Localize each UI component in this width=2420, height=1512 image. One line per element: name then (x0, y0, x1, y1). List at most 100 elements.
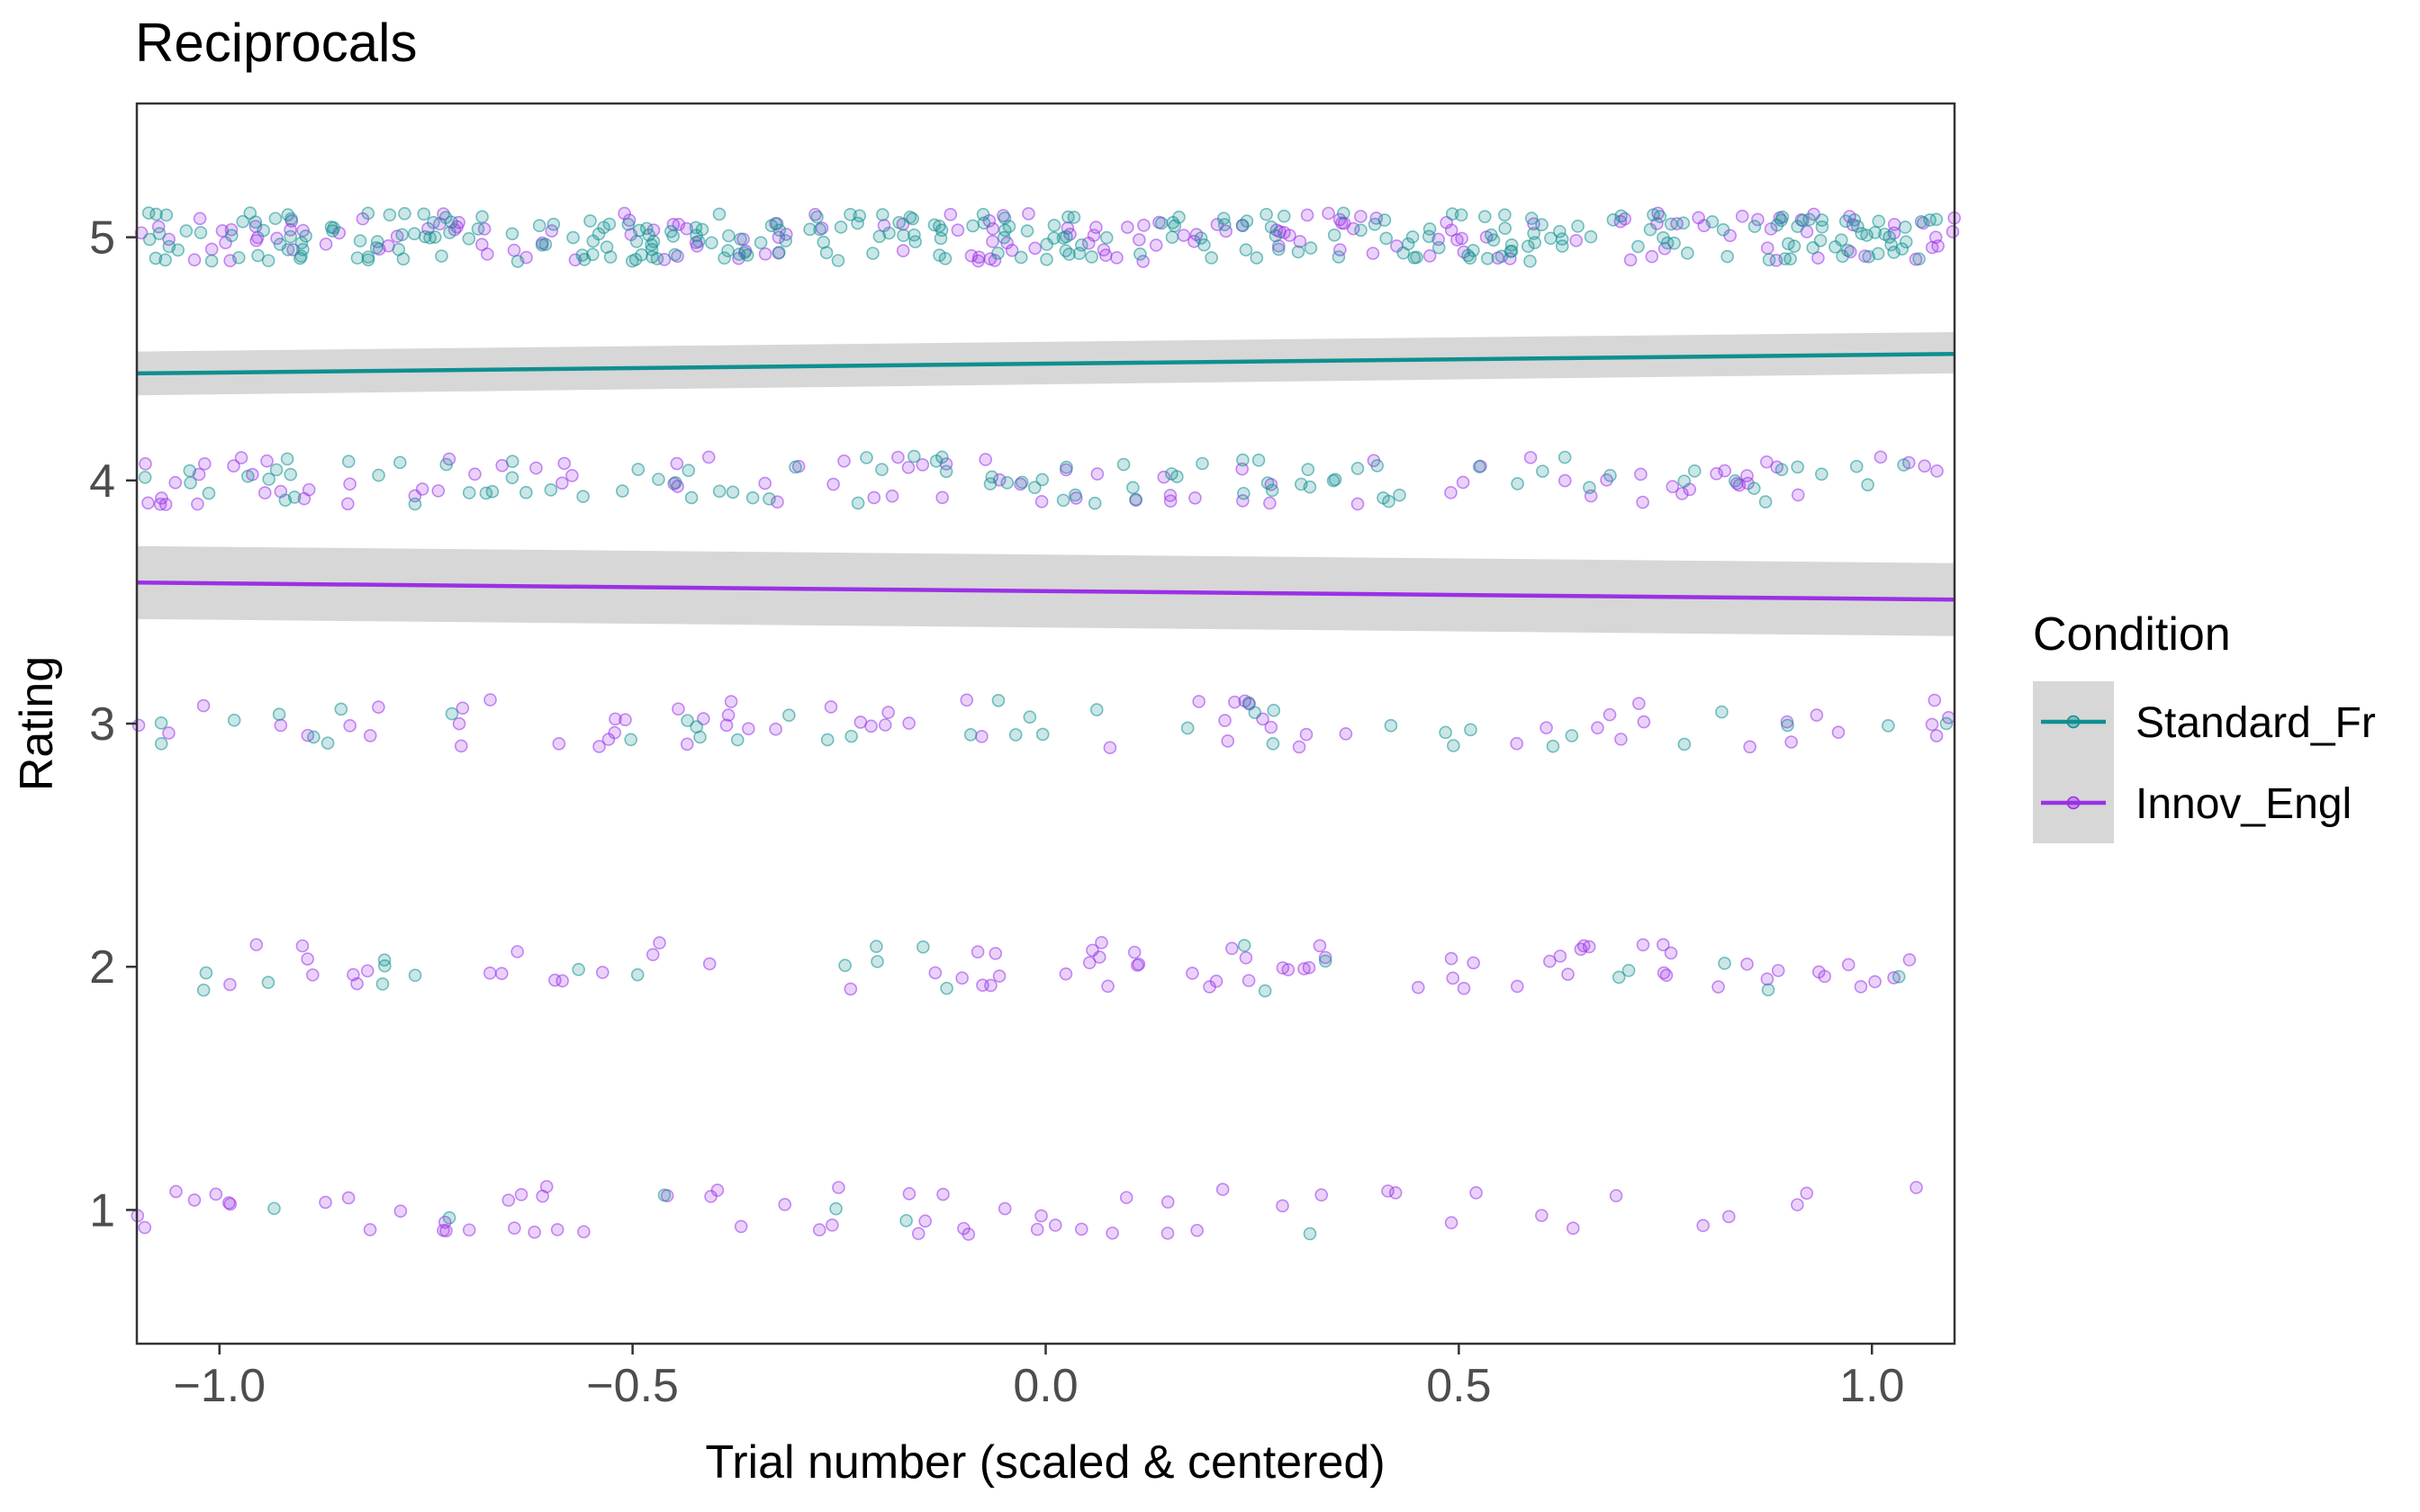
point-Standard_Fr (1196, 456, 1209, 471)
point-Standard_Fr (1524, 212, 1539, 225)
point-Standard_Fr (668, 248, 682, 262)
point-Standard_Fr (445, 706, 459, 721)
trend-line-Innov_Engl (136, 580, 1955, 602)
point-Innov_Engl (1276, 961, 1290, 975)
point-Innov_Engl (1675, 487, 1689, 500)
point-Innov_Engl (824, 700, 838, 714)
point-Innov_Engl (550, 1222, 564, 1237)
point-Innov_Engl (853, 716, 868, 729)
point-Standard_Fr (262, 472, 275, 486)
point-Standard_Fr (1023, 710, 1037, 724)
point-Standard_Fr (820, 733, 835, 747)
point-Standard_Fr (1897, 458, 1910, 472)
point-Innov_Engl (1381, 1184, 1395, 1198)
point-Standard_Fr (1239, 243, 1253, 256)
point-Innov_Engl (928, 966, 943, 980)
point-Innov_Engl (1614, 733, 1628, 746)
point-Standard_Fr (1939, 716, 1954, 731)
point-Standard_Fr (1553, 224, 1567, 238)
point-Innov_Engl (955, 971, 969, 986)
point-Standard_Fr (1758, 495, 1773, 508)
point-Innov_Engl (1228, 695, 1242, 709)
point-Standard_Fr (1265, 483, 1279, 498)
point-Standard_Fr (398, 207, 411, 220)
point-Innov_Engl (209, 1187, 223, 1202)
point-Standard_Fr (439, 457, 454, 472)
point-Standard_Fr (652, 472, 665, 486)
point-Innov_Engl (826, 1218, 839, 1232)
legend-point-Innov_Engl (2066, 796, 2081, 810)
point-Standard_Fr (544, 482, 558, 497)
point-Innov_Engl (483, 966, 497, 980)
point-Standard_Fr (1504, 238, 1519, 252)
point-Standard_Fr (1862, 249, 1876, 264)
point-Standard_Fr (1062, 248, 1076, 261)
point-Standard_Fr (1521, 239, 1535, 253)
point-Innov_Engl (896, 244, 910, 257)
point-Innov_Engl (1929, 729, 1944, 742)
point-Innov_Engl (1657, 938, 1670, 951)
point-Standard_Fr (1056, 230, 1070, 245)
point-Innov_Engl (1887, 218, 1901, 231)
point-Innov_Engl (1300, 208, 1314, 222)
point-Innov_Engl (468, 467, 482, 482)
point-Standard_Fr (1067, 211, 1081, 224)
point-Innov_Engl (1110, 251, 1124, 265)
point-Standard_Fr (184, 476, 197, 490)
point-Standard_Fr (1205, 251, 1218, 265)
point-Standard_Fr (1271, 242, 1286, 256)
x-axis: −1.0 −0.5 0.0 0.5 1.0 (173, 1344, 1904, 1412)
point-Innov_Engl (223, 977, 237, 992)
point-Innov_Engl (1910, 1181, 1923, 1194)
point-Standard_Fr (1099, 230, 1114, 245)
point-Innov_Engl (1558, 473, 1572, 488)
point-Innov_Engl (1760, 241, 1774, 255)
point-Standard_Fr (789, 460, 802, 474)
point-Standard_Fr (712, 484, 727, 499)
point-Innov_Engl (1059, 967, 1073, 981)
point-Innov_Engl (1034, 495, 1049, 508)
point-Innov_Engl (187, 1193, 202, 1207)
point-Standard_Fr (903, 211, 917, 224)
point-Standard_Fr (435, 249, 448, 263)
point-Standard_Fr (690, 229, 703, 242)
point-Innov_Engl (916, 458, 930, 472)
point-Innov_Engl (988, 254, 1002, 267)
point-Innov_Engl (141, 496, 155, 510)
point-Innov_Engl (249, 938, 264, 951)
point-Innov_Engl (608, 725, 622, 740)
point-Standard_Fr (1565, 729, 1579, 742)
point-Innov_Engl (944, 208, 958, 221)
point-Innov_Engl (1132, 958, 1146, 971)
point-Innov_Engl (1337, 216, 1351, 230)
point-Innov_Engl (1718, 464, 1732, 478)
point-Innov_Engl (295, 939, 310, 953)
point-Standard_Fr (583, 214, 597, 228)
point-Innov_Engl (1603, 707, 1617, 722)
point-Standard_Fr (1558, 450, 1572, 464)
point-Standard_Fr (1681, 246, 1694, 260)
point-Standard_Fr (632, 223, 646, 238)
point-Standard_Fr (1631, 239, 1645, 254)
point-Innov_Engl (1136, 255, 1151, 268)
point-Standard_Fr (772, 223, 787, 238)
point-Innov_Engl (1632, 697, 1646, 710)
point-Standard_Fr (1718, 957, 1731, 970)
point-Standard_Fr (1170, 470, 1184, 483)
point-Innov_Engl (1930, 464, 1944, 478)
point-Standard_Fr (1791, 460, 1804, 474)
point-Standard_Fr (383, 208, 397, 222)
point-Standard_Fr (1047, 219, 1061, 232)
point-Standard_Fr (1849, 459, 1864, 473)
point-Standard_Fr (882, 226, 896, 240)
point-Innov_Engl (758, 247, 772, 261)
point-Standard_Fr (546, 217, 561, 231)
point-Innov_Engl (1092, 950, 1106, 964)
point-Standard_Fr (361, 253, 375, 267)
point-Standard_Fr (321, 736, 335, 750)
point-Standard_Fr (1075, 238, 1088, 252)
point-Standard_Fr (179, 224, 194, 238)
point-Innov_Engl (270, 231, 284, 246)
point-Innov_Engl (1313, 939, 1327, 953)
point-Innov_Engl (971, 945, 985, 958)
